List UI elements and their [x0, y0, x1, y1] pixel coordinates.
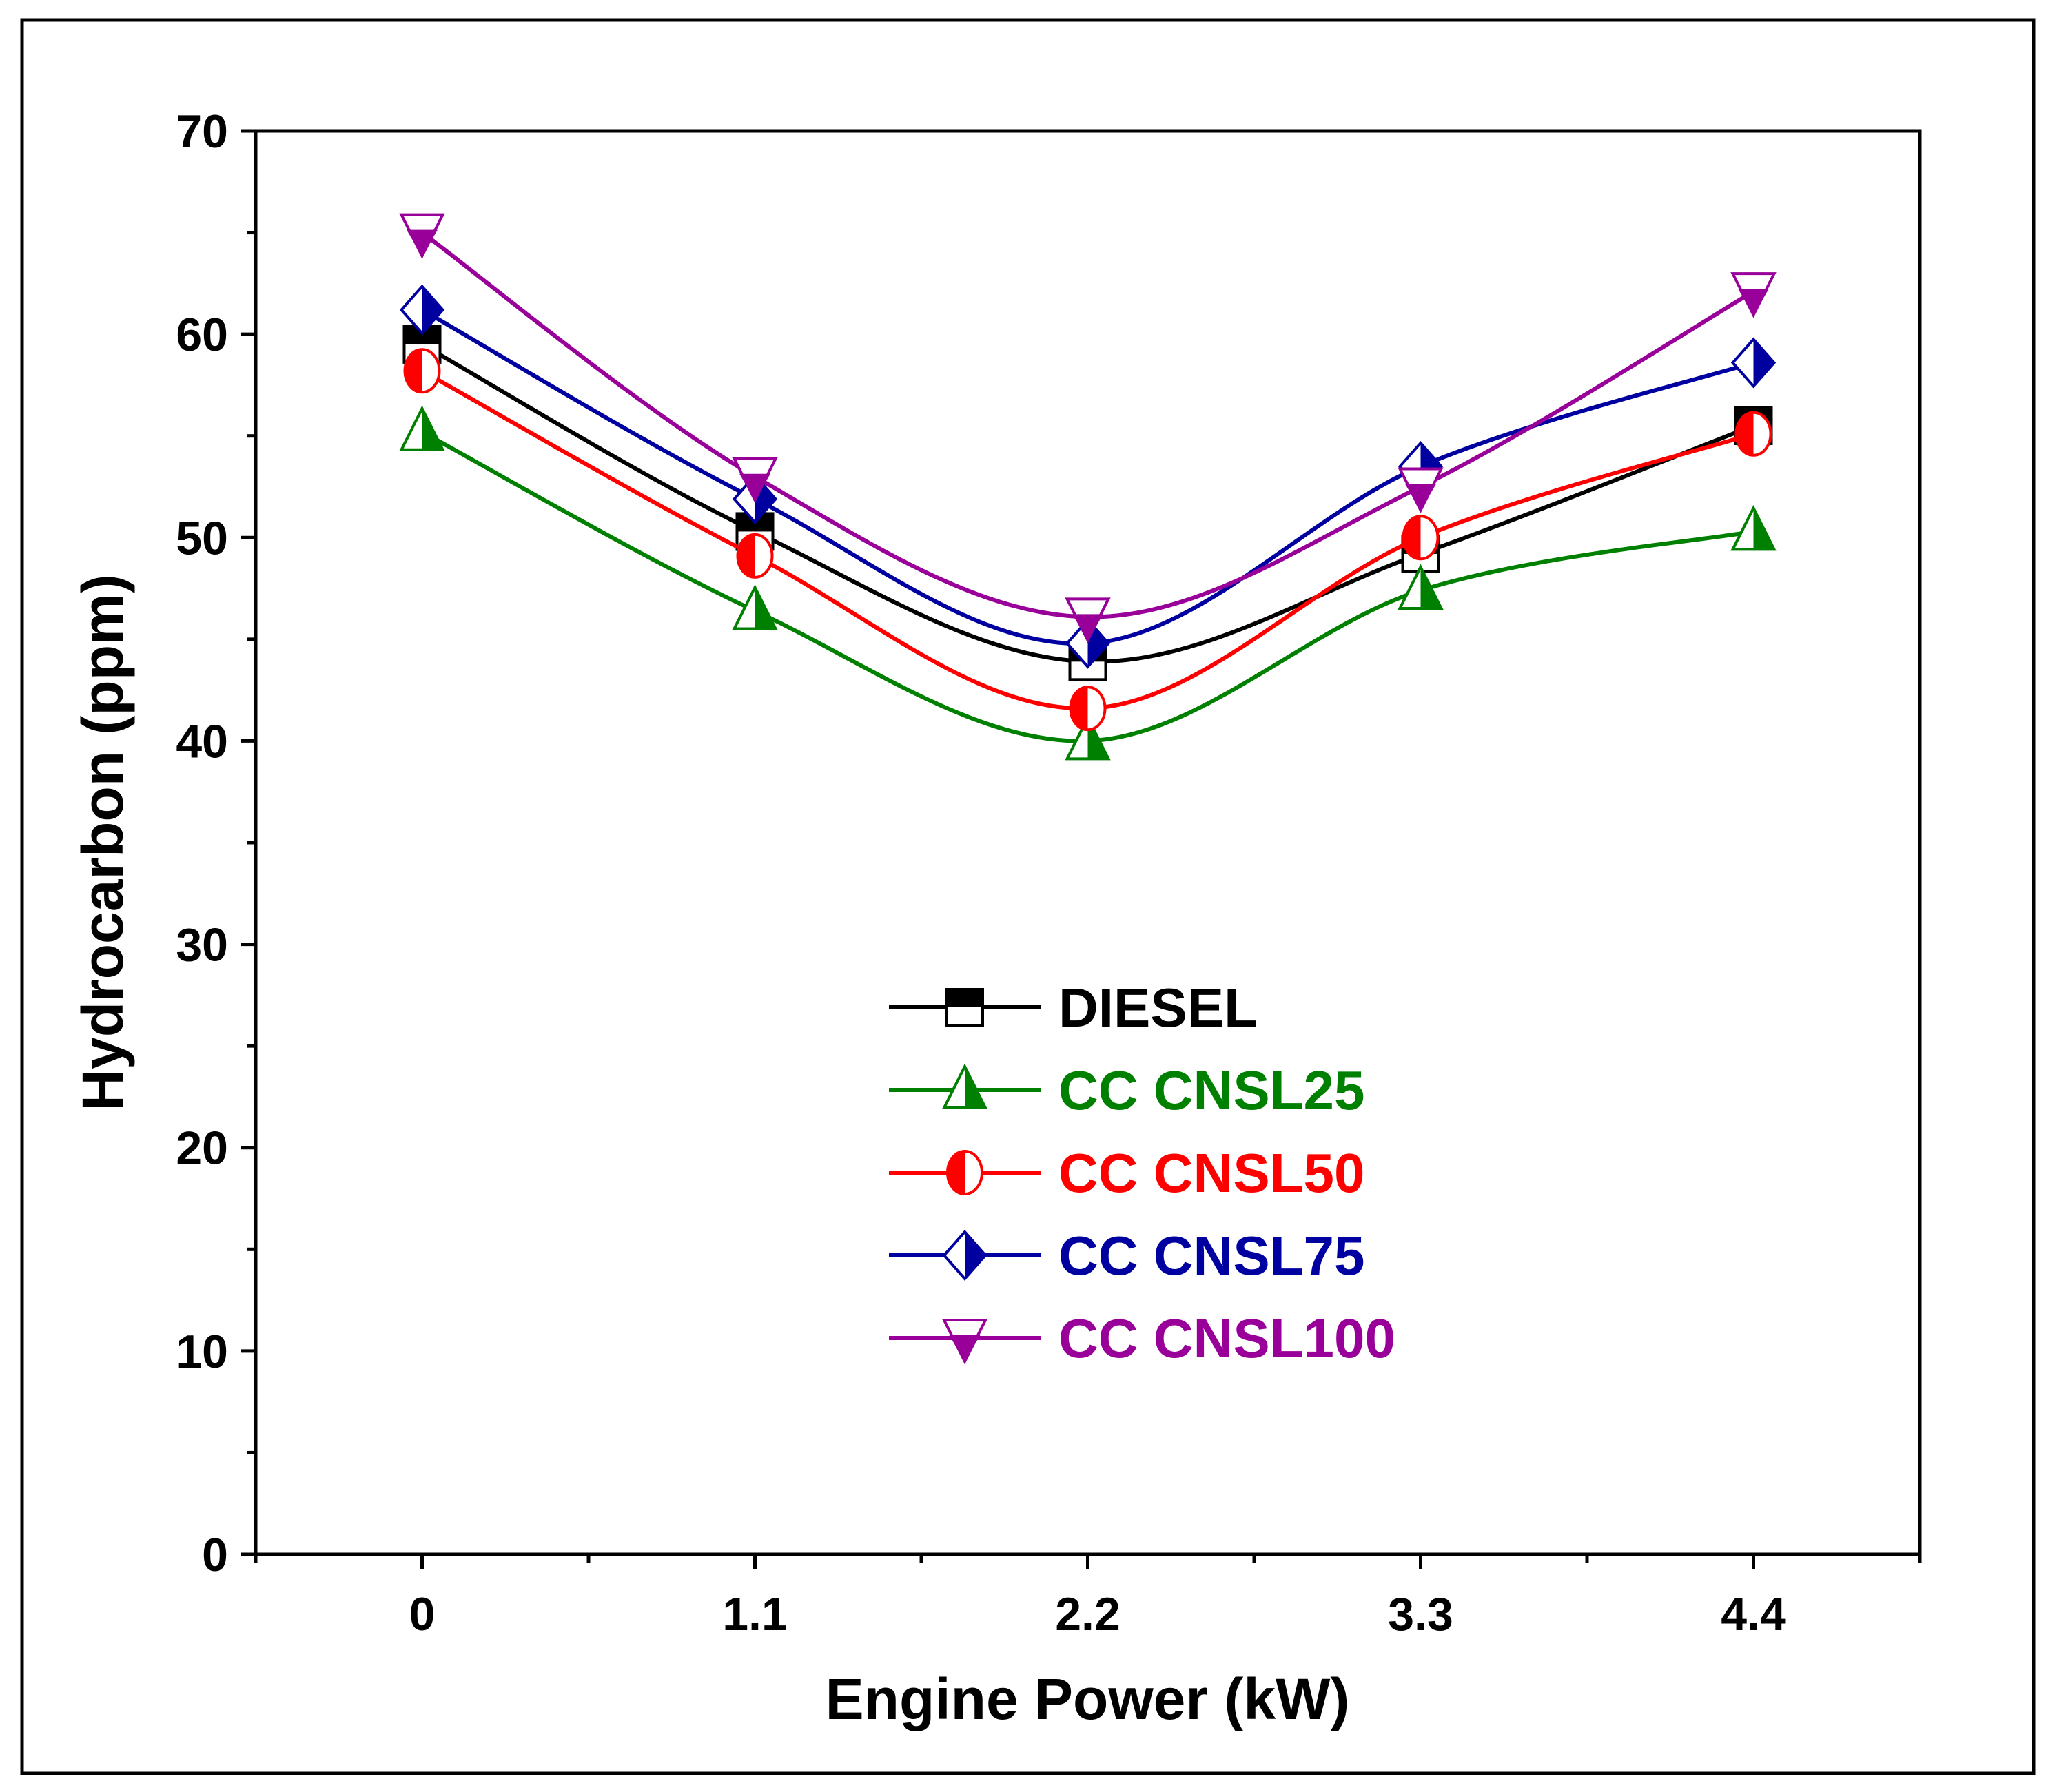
legend-marker: [941, 1319, 988, 1365]
y-tick-label: 20: [176, 1122, 228, 1175]
x-tick-label: 2.2: [1055, 1588, 1120, 1640]
data-point: [1730, 272, 1777, 318]
y-tick-label: 60: [176, 309, 228, 361]
triangle-marker-fill: [422, 408, 443, 450]
triangle-marker-fill: [755, 587, 776, 629]
data-point: [736, 533, 774, 579]
circle-marker-fill: [1736, 412, 1754, 455]
data-point: [732, 584, 778, 630]
legend-entry: CC CNSL100: [889, 1308, 1395, 1369]
x-tick-label: 3.3: [1388, 1588, 1453, 1640]
y-tick-label: 0: [202, 1529, 228, 1581]
triangle-down-marker-fill: [1405, 484, 1436, 511]
triangle-marker-fill: [1420, 567, 1442, 609]
x-tick-label: 1.1: [722, 1588, 788, 1640]
legend-entry: CC CNSL25: [889, 1060, 1365, 1121]
legend-label: CC CNSL50: [1058, 1142, 1365, 1204]
x-tick-label: 4.4: [1721, 1588, 1786, 1640]
circle-marker-fill: [1070, 687, 1088, 730]
legend-label: CC CNSL25: [1058, 1060, 1365, 1121]
square-marker-fill: [947, 989, 983, 1007]
legend-marker: [946, 1150, 983, 1195]
legend-marker: [945, 988, 984, 1027]
series-cc-cnsl100: [399, 213, 1777, 643]
y-tick-label: 10: [176, 1326, 228, 1378]
legend-entry: CC CNSL75: [889, 1225, 1365, 1286]
legend-label: DIESEL: [1058, 977, 1258, 1038]
diamond-marker-fill: [965, 1232, 985, 1279]
circle-marker-fill: [405, 349, 422, 393]
data-point: [1734, 411, 1772, 457]
data-point: [403, 348, 441, 394]
legend-label: CC CNSL100: [1058, 1308, 1395, 1369]
circle-marker-fill: [1403, 516, 1421, 559]
legend: DIESEL CC CNSL25 CC CNSL50 CC CNSL75 CC CNSL…: [889, 977, 1395, 1369]
legend-marker: [941, 1063, 988, 1109]
data-point: [1065, 597, 1111, 643]
data-point: [1398, 564, 1444, 610]
circle-marker-fill: [737, 534, 755, 577]
y-tick-label: 70: [176, 105, 228, 158]
legend-entry: CC CNSL50: [889, 1142, 1365, 1204]
series-cc-cnsl50: [403, 348, 1772, 732]
data-point: [399, 284, 445, 336]
data-point: [1730, 504, 1777, 551]
triangle-marker-fill: [1753, 508, 1774, 550]
circle-marker-fill: [948, 1151, 965, 1194]
data-point: [399, 213, 445, 260]
y-axis-label: Hydrocarbon (ppm): [70, 574, 135, 1111]
x-tick-label: 0: [409, 1588, 436, 1640]
data-point: [1402, 515, 1440, 561]
data-point: [732, 457, 778, 504]
y-tick-label: 50: [176, 512, 228, 564]
triangle-down-marker-fill: [1072, 614, 1103, 641]
data-point: [1730, 337, 1777, 389]
legend-entry: DIESEL: [889, 977, 1258, 1038]
data-point: [1398, 467, 1444, 513]
y-tick-label: 40: [176, 715, 228, 768]
diamond-marker-fill: [1753, 339, 1774, 387]
diamond-marker-fill: [422, 286, 443, 333]
data-point: [1069, 686, 1107, 732]
y-tick-label: 30: [176, 919, 228, 971]
outer-frame: [20, 18, 2036, 1775]
legend-marker: [942, 1229, 987, 1281]
data-point: [399, 405, 445, 451]
triangle-down-marker-fill: [949, 1335, 981, 1361]
triangle-down-marker-fill: [739, 473, 770, 500]
series-cc-cnsl25: [399, 405, 1777, 761]
x-axis-label: Engine Power (kW): [826, 1667, 1350, 1731]
triangle-down-marker-fill: [1738, 289, 1769, 316]
legend-label: CC CNSL75: [1058, 1225, 1365, 1286]
triangle-down-marker-fill: [407, 229, 438, 256]
triangle-marker-fill: [965, 1067, 985, 1108]
